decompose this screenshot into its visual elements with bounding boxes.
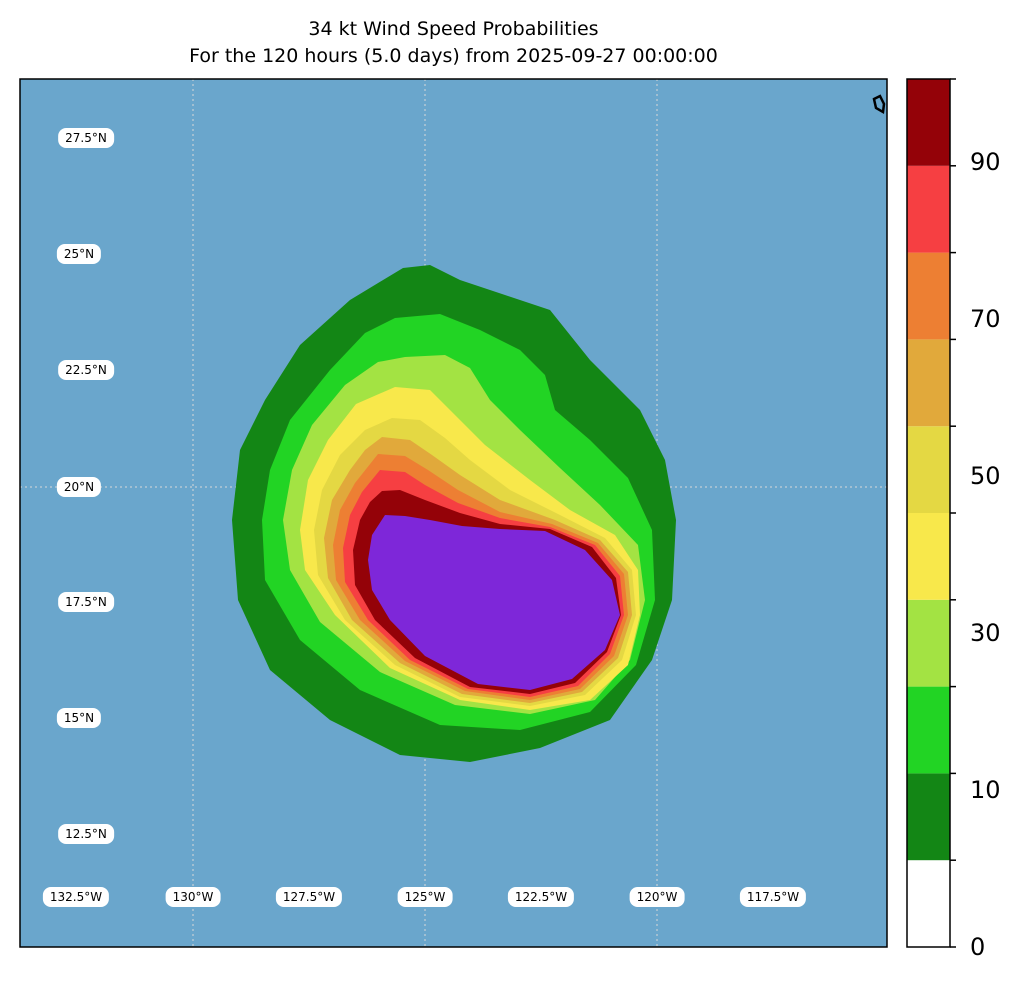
colorbar-tick-70: 70 [970, 305, 1001, 333]
chart-title: 34 kt Wind Speed Probabilities [308, 18, 599, 40]
lon-label-117-5: 117.5°W [739, 887, 807, 907]
colorbar-band-50 [907, 426, 950, 513]
lat-label-12-5: 12.5°N [58, 824, 114, 844]
lat-label-17-5: 17.5°N [58, 592, 114, 612]
colorbar-band-0 [907, 860, 950, 947]
colorbar-band-60 [907, 339, 950, 427]
colorbar-tick-30: 30 [970, 619, 1001, 647]
colorbar-tick-0: 0 [970, 933, 986, 961]
contour-100 [368, 515, 620, 690]
chart-subtitle: For the 120 hours (5.0 days) from 2025-0… [189, 45, 718, 67]
probability-contours [232, 265, 676, 762]
colorbar-band-90 [907, 79, 950, 166]
island-outline [872, 94, 886, 115]
lon-label-132-5: 132.5°W [42, 887, 110, 907]
lat-label-25: 25°N [56, 244, 102, 264]
colorbar-band-70 [907, 252, 950, 340]
colorbar-band-30 [907, 599, 950, 687]
colorbar [906, 78, 956, 948]
lon-label-130: 130°W [165, 887, 221, 907]
colorbar-band-40 [907, 513, 950, 600]
lon-label-120: 120°W [629, 887, 685, 907]
colorbar-band-20 [907, 686, 950, 774]
colorbar-band-80 [907, 165, 950, 253]
colorbar-tick-90: 90 [970, 148, 1001, 176]
lon-label-122-5: 122.5°W [507, 887, 575, 907]
colorbar-tick-10: 10 [970, 776, 1001, 804]
lat-label-22-5: 22.5°N [58, 360, 114, 380]
colorbar-band-10 [907, 773, 950, 861]
lat-label-15: 15°N [56, 708, 102, 728]
lat-label-27-5: 27.5°N [58, 128, 114, 148]
map-frame [19, 78, 888, 948]
colorbar-tick-50: 50 [970, 462, 1001, 490]
lon-label-125: 125°W [397, 887, 453, 907]
lat-label-20: 20°N [56, 477, 102, 497]
lon-label-127-5: 127.5°W [275, 887, 343, 907]
